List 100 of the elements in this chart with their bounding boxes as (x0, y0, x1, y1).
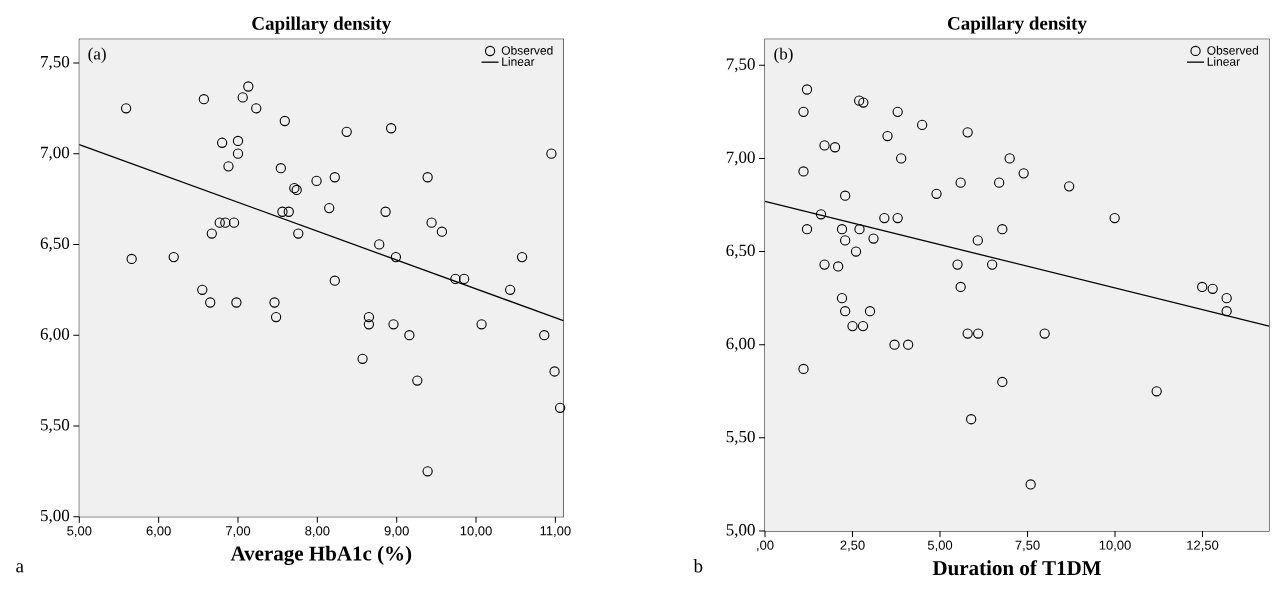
point (422, 466, 433, 477)
point (1064, 181, 1075, 192)
y-tick-label: 5,50 (41, 418, 70, 433)
point (458, 273, 470, 285)
point (798, 166, 809, 177)
point (232, 148, 244, 159)
point (798, 106, 809, 117)
point (363, 319, 375, 330)
point (546, 148, 557, 159)
point (476, 319, 487, 330)
point (889, 339, 900, 350)
y-tick-label: 5,00 (41, 509, 70, 524)
x-tick-label: 5,00 (67, 526, 92, 537)
point (997, 376, 1008, 388)
chart-title: Capillary density (948, 16, 1087, 34)
point (228, 217, 240, 228)
point (220, 217, 231, 228)
point (896, 153, 907, 164)
legend-label: Observed (501, 45, 553, 55)
point (917, 119, 928, 131)
x-tick-label: 7,50 (1015, 540, 1040, 552)
point (798, 363, 809, 375)
point (390, 251, 402, 263)
point (126, 253, 137, 265)
point (436, 226, 448, 237)
y-tick-label: 5,50 (726, 430, 755, 445)
y-tick-label: 6,00 (726, 337, 755, 352)
y-tick-label: 6,50 (726, 244, 755, 259)
point (840, 235, 851, 246)
point (836, 292, 848, 304)
x-tick-label: 11,00 (540, 526, 571, 537)
point (341, 126, 352, 138)
point (237, 92, 248, 103)
point (952, 259, 963, 270)
point (363, 311, 375, 323)
point (206, 228, 217, 239)
point (815, 209, 827, 220)
point (858, 97, 869, 108)
point (1221, 306, 1232, 317)
point (1025, 479, 1036, 490)
y-tick-label: 6,00 (40, 328, 70, 343)
x-tick-label: ,00 (757, 540, 774, 552)
legend-label: Linear (1207, 57, 1240, 66)
point (892, 106, 903, 117)
point (955, 281, 966, 293)
text: b (693, 559, 703, 573)
point (216, 137, 228, 148)
x-tick-label: 12,50 (1187, 540, 1219, 552)
point (997, 224, 1008, 235)
point (198, 94, 210, 105)
point (554, 402, 566, 413)
point (1004, 153, 1015, 164)
point (120, 103, 132, 114)
point (422, 172, 433, 183)
point (1018, 168, 1029, 179)
point (329, 275, 340, 286)
annotation: (a) (88, 47, 106, 64)
point (270, 311, 282, 323)
point (329, 172, 340, 183)
point (251, 103, 262, 114)
point (269, 297, 280, 308)
point (380, 206, 391, 217)
point (388, 319, 399, 330)
point (243, 81, 254, 92)
text: a (16, 563, 24, 573)
x-axis-title: Average HbA1c (%) (230, 545, 412, 566)
point (962, 127, 973, 138)
point (1151, 386, 1162, 397)
x-tick-label: 10,00 (1099, 540, 1131, 552)
point (973, 328, 984, 339)
point (801, 224, 813, 235)
point (854, 95, 865, 106)
chart-title: Capillary density (252, 16, 392, 34)
point (539, 330, 550, 341)
point (840, 190, 851, 201)
point (279, 115, 290, 127)
point (962, 328, 973, 339)
point (374, 239, 385, 250)
point (223, 161, 234, 172)
x-tick-label: 8,00 (305, 526, 330, 537)
point (994, 177, 1005, 188)
x-tick-label: 5,00 (927, 540, 953, 552)
x-tick-label: 6,00 (146, 526, 171, 537)
point (450, 273, 461, 285)
point (955, 177, 966, 188)
point (987, 259, 998, 270)
point (840, 306, 851, 317)
point (357, 353, 368, 364)
point (516, 251, 528, 263)
point (1109, 212, 1120, 224)
point (868, 233, 879, 244)
y-tick-label: 7,50 (726, 58, 755, 73)
point (864, 306, 876, 317)
point (168, 251, 179, 263)
annotation: (b) (774, 47, 793, 64)
point (801, 84, 813, 95)
point (854, 224, 865, 235)
point (1207, 283, 1218, 294)
point (231, 297, 242, 308)
legend-label: Linear (502, 57, 535, 66)
